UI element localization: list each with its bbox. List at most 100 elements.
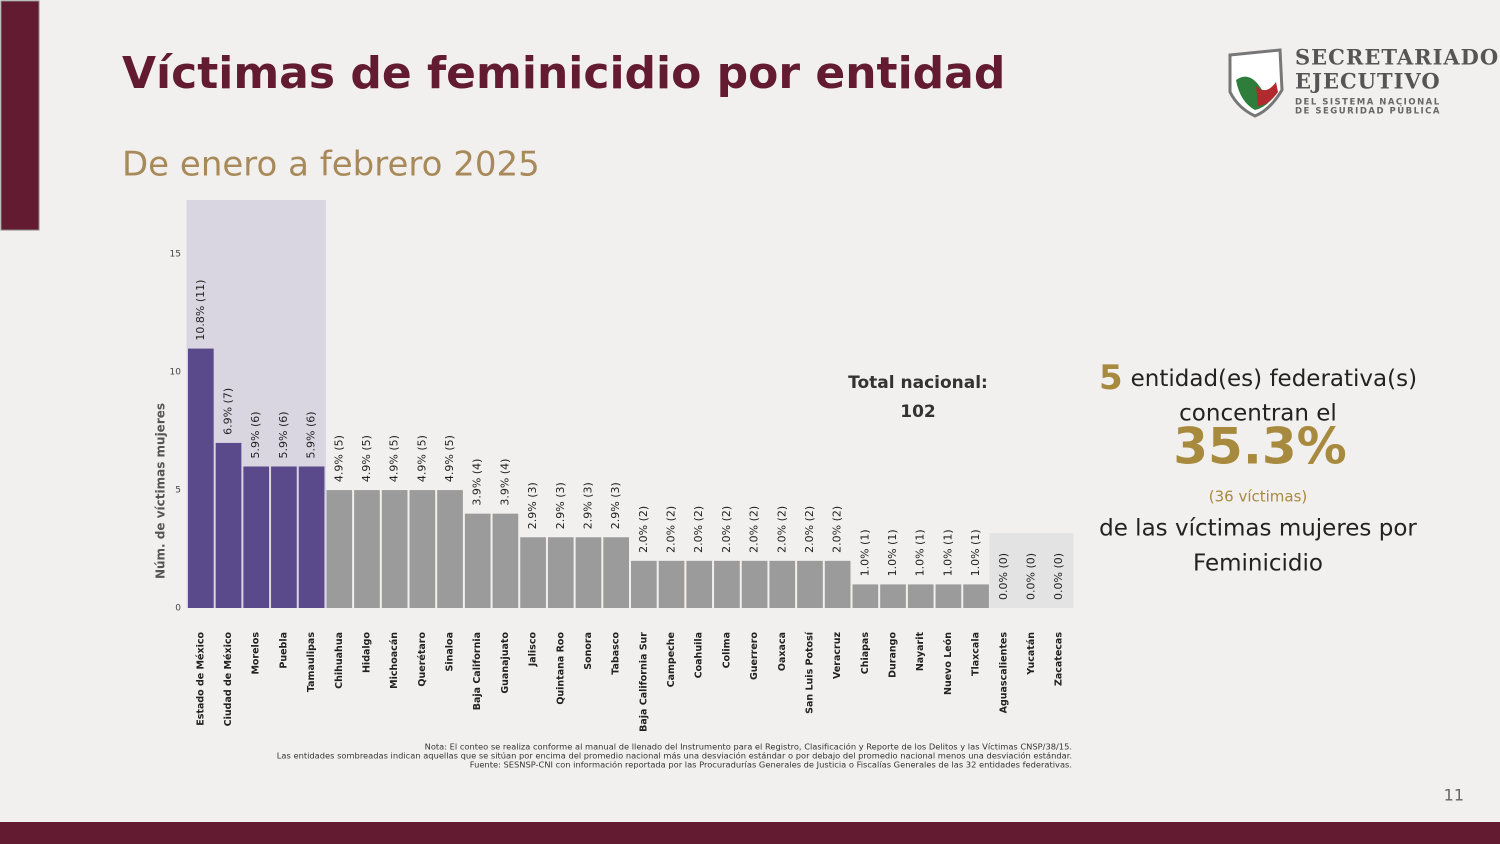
x-tick-label: Nayarit xyxy=(915,632,926,672)
summary-count: 5 xyxy=(1099,358,1123,398)
x-tick-label: Baja California xyxy=(472,632,483,710)
y-tick-label: 0 xyxy=(175,604,181,614)
value-label: 3.9% (4) xyxy=(471,459,484,506)
bar xyxy=(492,513,519,608)
bar xyxy=(686,560,713,608)
bar xyxy=(520,537,546,608)
value-label: 1.0% (1) xyxy=(858,529,871,576)
x-tick-label: Sinaloa xyxy=(445,632,456,671)
x-tick-label: Puebla xyxy=(278,632,289,669)
zero-shade xyxy=(1017,533,1046,608)
x-tick-label: Colima xyxy=(721,632,732,668)
bar xyxy=(631,560,657,608)
value-label: 4.9% (5) xyxy=(360,435,373,482)
bar xyxy=(354,490,380,608)
value-label: 2.9% (3) xyxy=(554,482,567,529)
bar-chart: 0 5 10 15 Núm. de víctimas mujeres 10.8% (11)… xyxy=(154,200,1074,732)
value-label: 4.9% (5) xyxy=(332,435,345,482)
value-label: 2.0% (2) xyxy=(748,506,761,553)
x-tick-label: Baja California Sur xyxy=(638,632,649,732)
y-tick-label: 5 xyxy=(175,486,181,496)
title: Víctimas de feminicidio por entidad xyxy=(122,48,1005,99)
y-axis-title: Núm. de víctimas mujeres xyxy=(154,403,168,579)
value-label: 5.9% (6) xyxy=(249,411,262,458)
bar xyxy=(714,560,740,608)
y-tick-label: 10 xyxy=(170,368,182,378)
x-tick-label: Coahuila xyxy=(694,632,705,678)
x-tick-label: Yucatán xyxy=(1026,632,1037,676)
note: Las entidades sombreadas indican aquella… xyxy=(277,751,1072,761)
bar xyxy=(824,560,851,608)
zero-shade xyxy=(989,533,1019,608)
x-tick-label: Guerrero xyxy=(749,632,760,681)
logo-text: EJECUTIVO xyxy=(1295,69,1441,94)
value-label: 2.0% (2) xyxy=(803,506,816,553)
value-label: 1.0% (1) xyxy=(941,529,954,576)
bar xyxy=(381,490,408,608)
value-label: 0.0% (0) xyxy=(997,553,1010,600)
zero-shade xyxy=(1044,533,1074,608)
bar xyxy=(409,490,436,608)
summary-text: de las víctimas mujeres por xyxy=(1099,516,1417,542)
value-label: 2.0% (2) xyxy=(665,506,678,553)
x-tick-label: Tlaxcala xyxy=(971,632,982,676)
bar xyxy=(769,560,796,608)
bar xyxy=(907,584,934,608)
x-tick-label: Jalisco xyxy=(528,632,539,668)
bar xyxy=(658,560,685,608)
summary-percent: 35.3% xyxy=(1173,418,1346,476)
logo-map-red xyxy=(1256,82,1278,106)
x-tick-label: Sonora xyxy=(583,632,594,670)
bar xyxy=(852,584,879,608)
value-label: 4.9% (5) xyxy=(415,435,428,482)
value-label: 2.0% (2) xyxy=(720,506,733,553)
x-tick-label: Chihuahua xyxy=(334,632,345,689)
x-tick-label: Guanajuato xyxy=(500,632,511,694)
x-tick-label: Chiapas xyxy=(860,632,871,675)
x-tick-label: Zacatecas xyxy=(1054,632,1065,686)
x-tick-label: Veracruz xyxy=(832,632,843,679)
value-label: 4.9% (5) xyxy=(443,435,456,482)
x-tick-label: Tabasco xyxy=(611,632,622,675)
summary-victims: (36 víctimas) xyxy=(1209,488,1308,506)
value-label: 0.0% (0) xyxy=(1052,553,1065,600)
summary-line: 5 entidad(es) federativa(s) xyxy=(1099,358,1417,398)
x-tick-label: Estado de México xyxy=(195,632,206,726)
x-tick-label: Michoacán xyxy=(389,632,400,689)
bar xyxy=(243,466,270,608)
bar xyxy=(188,348,214,608)
value-label: 1.0% (1) xyxy=(914,529,927,576)
x-tick-label: Morelos xyxy=(251,632,262,675)
bar xyxy=(797,560,823,608)
bar xyxy=(880,584,906,608)
total-value: 102 xyxy=(900,402,936,422)
value-label: 10.8% (11) xyxy=(194,280,207,341)
bar xyxy=(547,537,574,608)
x-tick-label: Oaxaca xyxy=(777,632,788,671)
value-label: 5.9% (6) xyxy=(305,411,318,458)
total-label: Total nacional: xyxy=(848,373,988,393)
bar xyxy=(603,537,629,608)
y-tick-label: 15 xyxy=(170,250,181,260)
value-label: 2.0% (2) xyxy=(775,506,788,553)
note: Fuente: SESNSP-CNI con información repor… xyxy=(470,760,1072,770)
bar xyxy=(326,490,353,608)
logo: SECRETARIADO EJECUTIVO DEL SISTEMA NACIO… xyxy=(1228,45,1498,118)
x-tick-label: Campeche xyxy=(666,632,677,687)
summary-text: entidad(es) federativa(s) xyxy=(1131,366,1417,392)
value-label: 2.9% (3) xyxy=(581,482,594,529)
bar xyxy=(963,584,989,608)
x-tick-label: Hidalgo xyxy=(361,632,372,673)
bar xyxy=(437,490,463,608)
bar xyxy=(741,560,768,608)
bar xyxy=(575,537,602,608)
value-label: 4.9% (5) xyxy=(388,435,401,482)
bar xyxy=(215,442,242,608)
logo-text: DE SEGURIDAD PÚBLICA xyxy=(1295,105,1441,117)
value-label: 2.9% (3) xyxy=(526,482,539,529)
footer-band xyxy=(0,822,1500,844)
value-label: 0.0% (0) xyxy=(1024,553,1037,600)
x-tick-label: Querétaro xyxy=(417,632,428,687)
value-label: 3.9% (4) xyxy=(498,459,511,506)
